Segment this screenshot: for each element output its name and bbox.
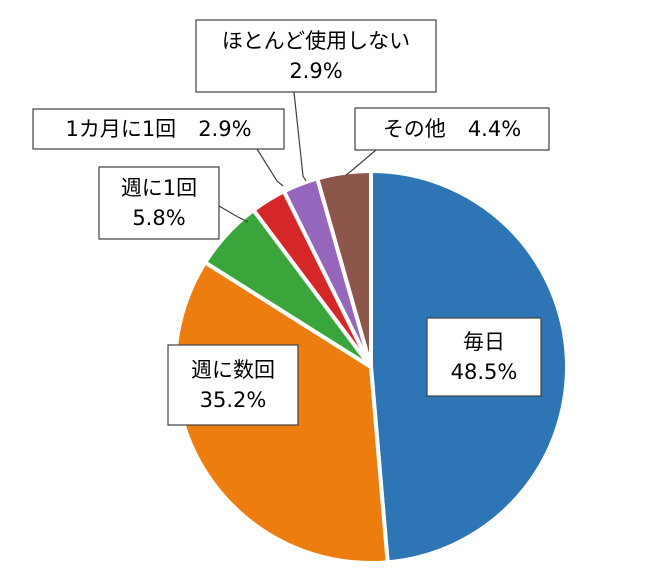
- slice-value-label: 2.9%: [198, 117, 251, 141]
- slice-value-label: 4.4%: [468, 117, 521, 141]
- data-label-box: [32, 108, 285, 150]
- leader-line-4: [256, 148, 284, 187]
- data-label-2: 週に数回 35.2%: [167, 344, 299, 426]
- slice-value-label: 48.5%: [451, 360, 518, 384]
- slice-name-label: 毎日: [463, 330, 505, 354]
- slice-value-label: 2.9%: [289, 59, 342, 83]
- data-label-4: 1カ月に1回 2.9%: [32, 108, 285, 150]
- data-label-1: 毎日 48.5%: [426, 317, 542, 397]
- slice-name-label: 1カ月に1回: [65, 117, 176, 141]
- data-label-box: [167, 344, 299, 426]
- leader-line-6: [345, 149, 377, 176]
- data-label-box: [195, 19, 437, 93]
- pie-slice-6: [315, 169, 373, 369]
- data-label-6: その他 4.4%: [354, 107, 550, 151]
- leader-line-3: [218, 205, 249, 223]
- slice-name-label: その他: [383, 117, 446, 141]
- leader-lines: [218, 91, 377, 223]
- slice-name-value-label: 1カ月に1回 2.9%: [65, 117, 251, 141]
- data-label-box: [426, 317, 542, 397]
- slice-name-label: ほとんど使用しない: [222, 29, 410, 53]
- slice-name-label: 週に1回: [121, 176, 197, 200]
- pie-slices: [173, 169, 569, 565]
- slice-name-value-label: その他 4.4%: [383, 117, 521, 141]
- slice-name-label: 週に数回: [191, 358, 275, 382]
- slice-value-label: 5.8%: [132, 206, 185, 230]
- leader-line-5: [293, 91, 307, 182]
- data-label-box: [98, 166, 220, 240]
- data-label-3: 週に1回 5.8%: [98, 166, 220, 240]
- data-label-box: [354, 107, 550, 151]
- data-label-5: ほとんど使用しない 2.9%: [195, 19, 437, 93]
- slice-value-label: 35.2%: [200, 388, 267, 412]
